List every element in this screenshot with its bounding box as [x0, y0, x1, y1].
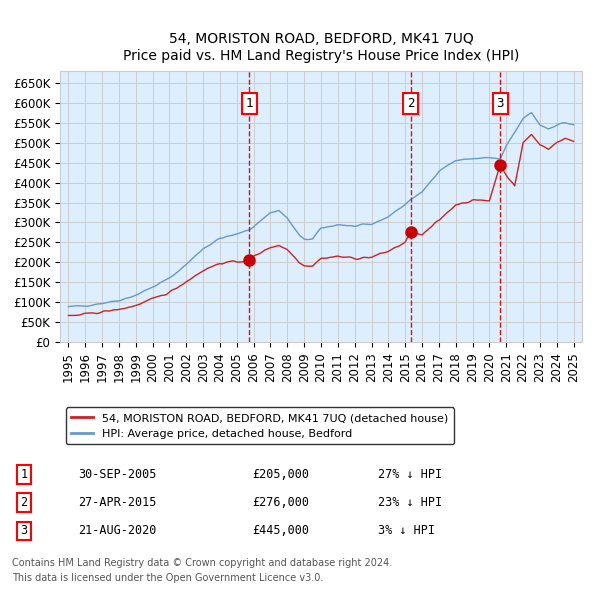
Text: 2: 2 [20, 496, 28, 509]
Legend: 54, MORISTON ROAD, BEDFORD, MK41 7UQ (detached house), HPI: Average price, detac: 54, MORISTON ROAD, BEDFORD, MK41 7UQ (de… [65, 408, 454, 444]
Text: 3% ↓ HPI: 3% ↓ HPI [378, 525, 435, 537]
Text: £205,000: £205,000 [252, 468, 309, 481]
Text: Contains HM Land Registry data © Crown copyright and database right 2024.: Contains HM Land Registry data © Crown c… [12, 559, 392, 568]
Text: 3: 3 [496, 97, 504, 110]
Text: £276,000: £276,000 [252, 496, 309, 509]
Text: 2: 2 [407, 97, 415, 110]
Text: 3: 3 [20, 525, 28, 537]
Text: 27-APR-2015: 27-APR-2015 [78, 496, 157, 509]
Text: 23% ↓ HPI: 23% ↓ HPI [378, 496, 442, 509]
Text: 27% ↓ HPI: 27% ↓ HPI [378, 468, 442, 481]
Text: 1: 1 [20, 468, 28, 481]
Title: 54, MORISTON ROAD, BEDFORD, MK41 7UQ
Price paid vs. HM Land Registry's House Pri: 54, MORISTON ROAD, BEDFORD, MK41 7UQ Pri… [123, 32, 519, 63]
Text: 1: 1 [245, 97, 253, 110]
Text: 30-SEP-2005: 30-SEP-2005 [78, 468, 157, 481]
Text: £445,000: £445,000 [252, 525, 309, 537]
Text: This data is licensed under the Open Government Licence v3.0.: This data is licensed under the Open Gov… [12, 573, 323, 583]
Text: 21-AUG-2020: 21-AUG-2020 [78, 525, 157, 537]
